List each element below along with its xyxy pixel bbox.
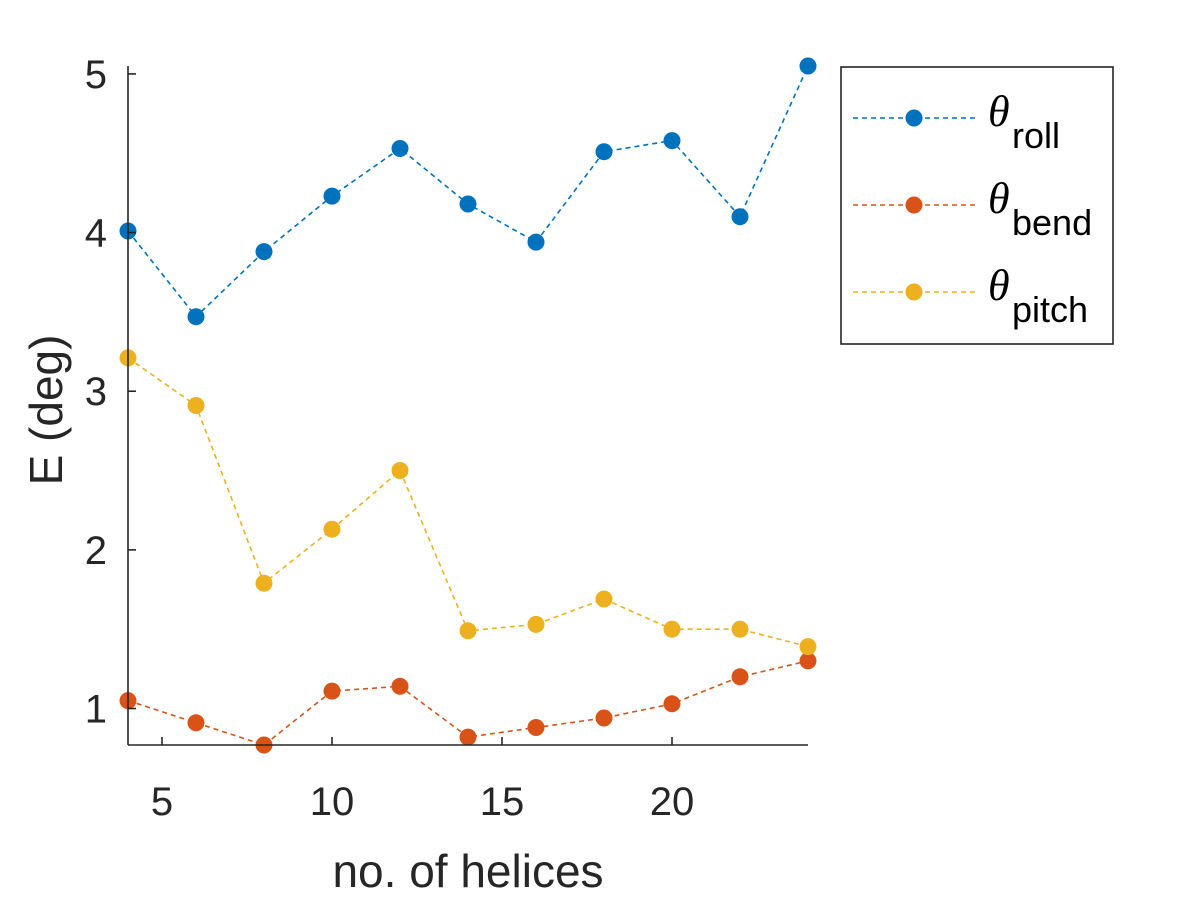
y-tick-label-5: 5 [85, 53, 107, 97]
data-point-pitch-20 [663, 620, 681, 638]
legend-label-bend: bend [1012, 202, 1092, 243]
series-lines [127, 65, 809, 746]
data-point-roll-10 [323, 187, 341, 205]
y-tick-label-1: 1 [85, 688, 107, 732]
data-point-bend-12 [391, 677, 409, 695]
data-point-roll-6 [187, 308, 205, 326]
data-point-bend-22 [731, 668, 749, 686]
y-tick-label-3: 3 [85, 370, 107, 414]
data-point-bend-14 [459, 728, 477, 746]
legend-symbol-roll: θ [988, 87, 1010, 136]
data-point-pitch-8 [255, 574, 273, 592]
x-tick-label-20: 20 [650, 780, 695, 824]
data-point-bend-16 [527, 719, 545, 736]
legend-label-pitch: pitch [1012, 289, 1088, 330]
data-point-bend-24 [799, 652, 817, 670]
y-tick-label-4: 4 [85, 212, 107, 256]
legend-box [840, 66, 1114, 345]
legend-symbol-pitch: θ [988, 261, 1010, 310]
series-line-roll [127, 65, 809, 318]
data-point-bend-18 [595, 709, 613, 727]
x-tick-label-15: 15 [480, 780, 525, 824]
series-markers [119, 57, 817, 754]
legend-symbol-bend: θ [988, 174, 1010, 223]
axes: 5 10 15 20 1 2 3 4 5 [85, 53, 808, 824]
data-point-roll-22 [731, 208, 749, 226]
series-line-pitch [127, 357, 809, 648]
data-point-roll-14 [459, 195, 477, 213]
legend-marker-bend [905, 196, 923, 214]
data-point-roll-12 [391, 140, 409, 157]
y-tick-label-2: 2 [85, 529, 107, 573]
data-point-pitch-22 [731, 620, 749, 638]
legend-marker-pitch [905, 283, 923, 301]
data-point-bend-10 [323, 682, 341, 700]
data-point-pitch-18 [595, 590, 613, 608]
data-point-roll-8 [255, 243, 273, 261]
data-point-roll-24 [799, 57, 817, 75]
data-point-roll-16 [527, 233, 545, 251]
data-point-pitch-24 [799, 638, 817, 656]
data-point-pitch-10 [323, 520, 341, 538]
legend-marker-roll [905, 109, 923, 127]
data-point-roll-20 [663, 132, 681, 150]
data-point-pitch-14 [459, 622, 477, 640]
data-point-bend-20 [663, 695, 681, 713]
x-axis-label: no. of helices [332, 845, 603, 897]
data-point-pitch-6 [187, 397, 205, 414]
y-axis-label: E (deg) [20, 335, 72, 486]
x-tick-label-5: 5 [151, 780, 173, 824]
data-point-pitch-12 [391, 462, 409, 479]
legend-label-roll: roll [1012, 115, 1060, 156]
data-point-bend-6 [187, 714, 205, 732]
x-tick-label-10: 10 [310, 780, 355, 824]
data-point-roll-18 [595, 143, 613, 161]
data-point-pitch-16 [527, 615, 545, 633]
